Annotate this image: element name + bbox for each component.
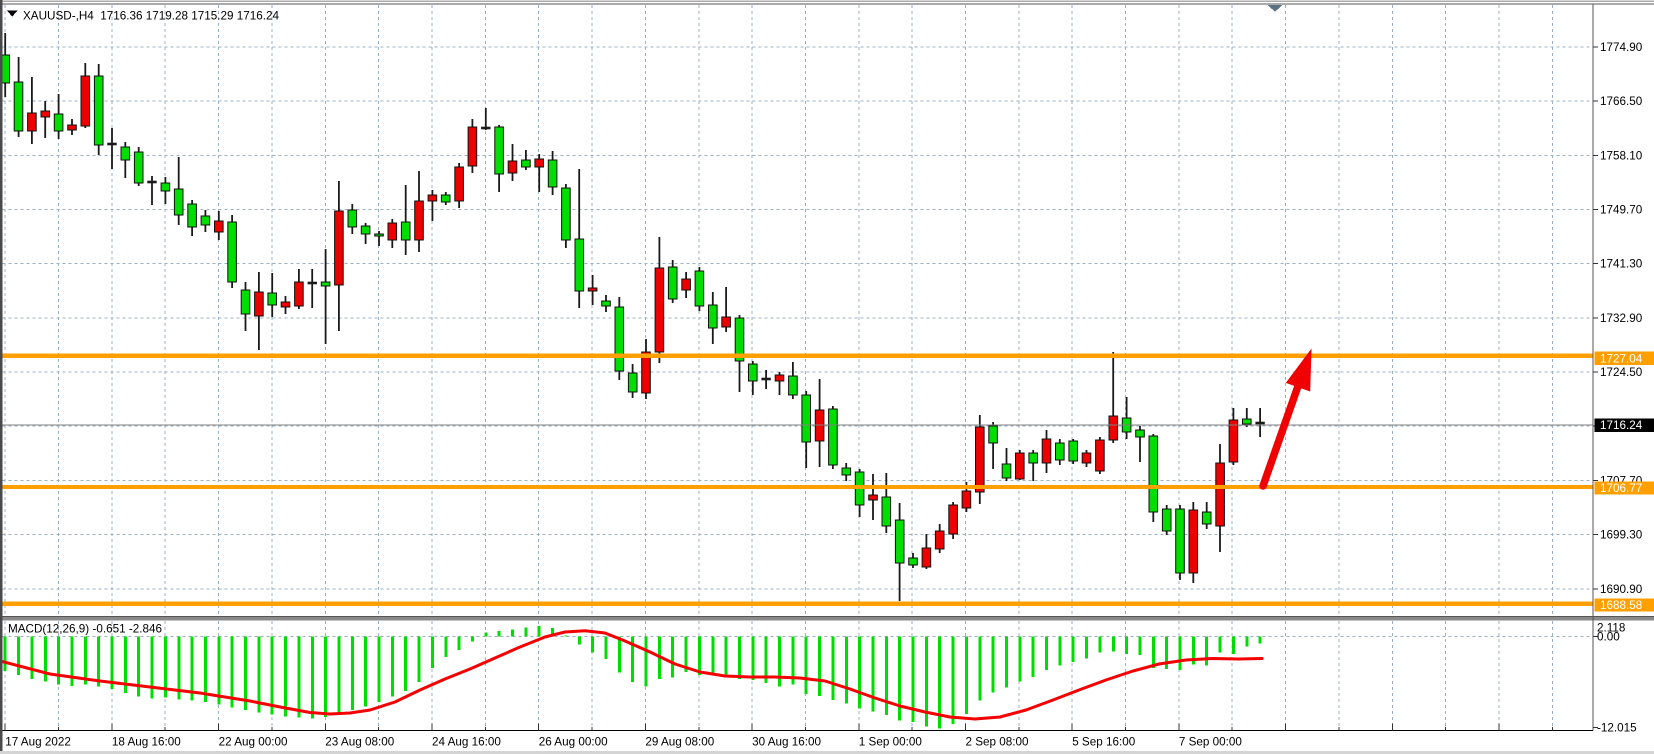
svg-text:1688.58: 1688.58 — [1600, 599, 1642, 612]
svg-text:XAUUSD-,H4 1716.36 1719.28 17: XAUUSD-,H4 1716.36 1719.28 1715.29 1716.… — [23, 10, 280, 23]
svg-text:1741.30: 1741.30 — [1600, 258, 1643, 271]
svg-text:7 Sep 00:00: 7 Sep 00:00 — [1179, 736, 1243, 749]
svg-text:1727.04: 1727.04 — [1600, 352, 1643, 365]
svg-text:30 Aug 16:00: 30 Aug 16:00 — [752, 736, 821, 749]
svg-text:5 Sep 16:00: 5 Sep 16:00 — [1072, 736, 1136, 749]
svg-text:29 Aug 08:00: 29 Aug 08:00 — [645, 736, 714, 749]
svg-text:1732.90: 1732.90 — [1600, 312, 1643, 325]
svg-text:2.118: 2.118 — [1597, 622, 1625, 635]
svg-text:1690.90: 1690.90 — [1600, 583, 1643, 596]
svg-text:17 Aug 2022: 17 Aug 2022 — [5, 736, 71, 749]
svg-text:23 Aug 08:00: 23 Aug 08:00 — [325, 736, 394, 749]
svg-text:1699.30: 1699.30 — [1600, 529, 1643, 542]
svg-text:1 Sep 00:00: 1 Sep 00:00 — [859, 736, 923, 749]
svg-text:22 Aug 00:00: 22 Aug 00:00 — [219, 736, 288, 749]
svg-text:1716.24: 1716.24 — [1600, 419, 1643, 432]
svg-text:1766.50: 1766.50 — [1600, 95, 1643, 108]
svg-text:1774.90: 1774.90 — [1600, 41, 1643, 54]
svg-text:0.00: 0.00 — [1597, 631, 1620, 644]
svg-text:24 Aug 16:00: 24 Aug 16:00 — [432, 736, 501, 749]
svg-text:1706.77: 1706.77 — [1600, 482, 1642, 495]
svg-text:-12.015: -12.015 — [1597, 721, 1637, 734]
svg-text:1758.10: 1758.10 — [1600, 149, 1643, 162]
svg-text:1749.70: 1749.70 — [1600, 204, 1643, 217]
svg-text:MACD(12,26,9) -0.651 -2.846: MACD(12,26,9) -0.651 -2.846 — [8, 623, 162, 636]
svg-text:18 Aug 16:00: 18 Aug 16:00 — [112, 736, 181, 749]
svg-text:1724.50: 1724.50 — [1600, 366, 1643, 379]
svg-text:26 Aug 00:00: 26 Aug 00:00 — [539, 736, 608, 749]
svg-text:2 Sep 08:00: 2 Sep 08:00 — [966, 736, 1030, 749]
